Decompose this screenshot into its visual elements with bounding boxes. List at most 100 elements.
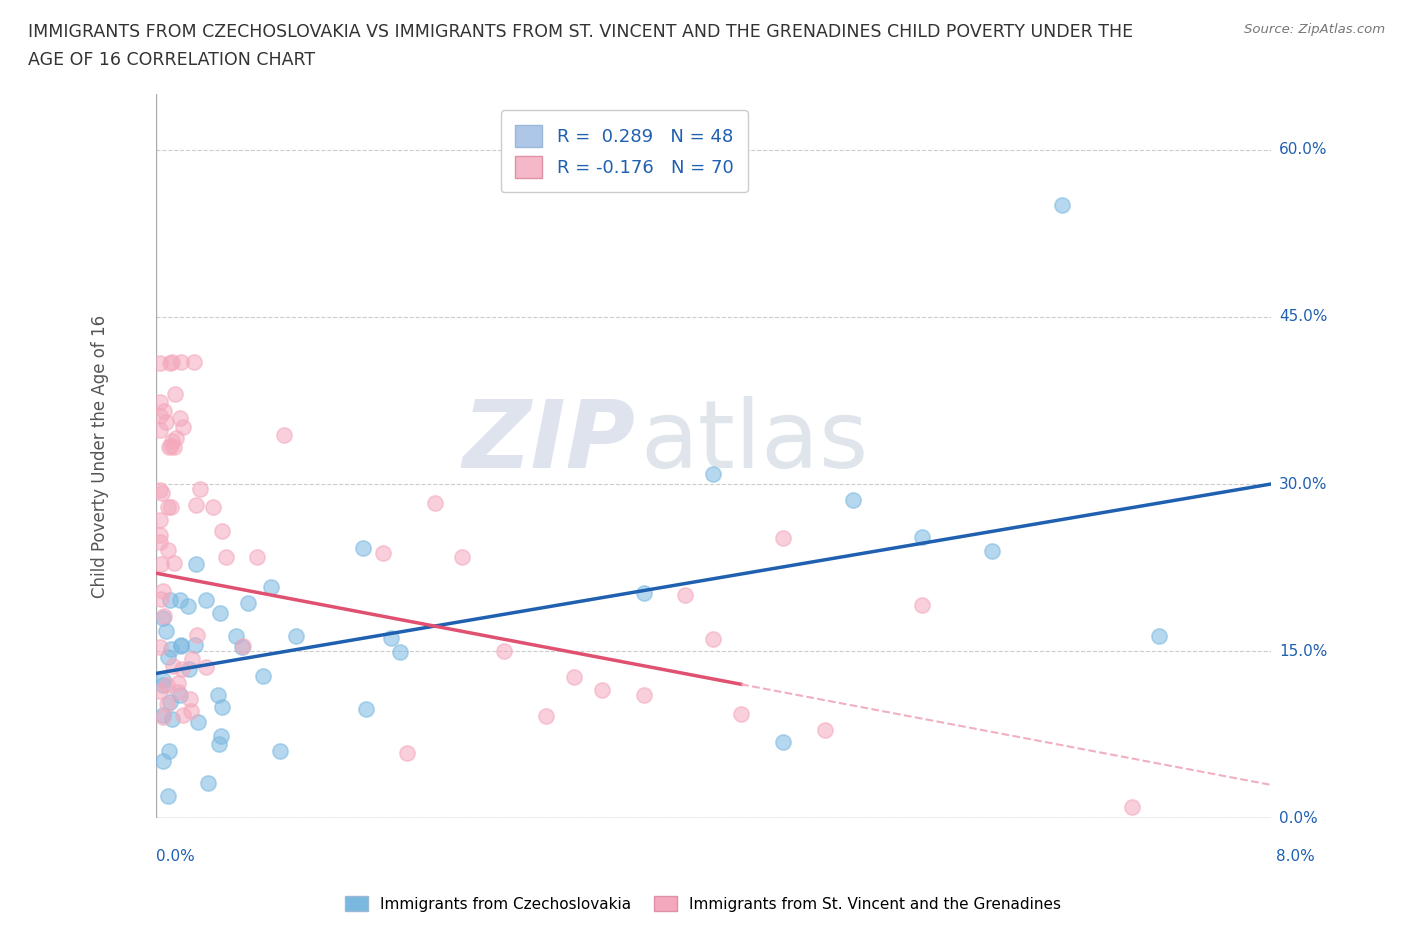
Point bbox=[163, 440, 186, 455]
Point bbox=[236, 595, 259, 610]
Point bbox=[170, 638, 193, 653]
Point bbox=[494, 644, 516, 658]
Point bbox=[380, 631, 402, 645]
Point bbox=[772, 735, 794, 750]
Point bbox=[169, 410, 191, 425]
Point bbox=[208, 605, 231, 620]
Point bbox=[159, 356, 181, 371]
Point bbox=[152, 583, 174, 598]
Point bbox=[149, 535, 172, 550]
Text: 45.0%: 45.0% bbox=[1279, 310, 1327, 325]
Point bbox=[633, 586, 655, 601]
Point bbox=[814, 723, 837, 737]
Point bbox=[186, 628, 208, 643]
Point bbox=[149, 423, 172, 438]
Point bbox=[152, 710, 174, 724]
Point bbox=[160, 438, 183, 453]
Point bbox=[160, 355, 183, 370]
Point bbox=[157, 543, 180, 558]
Point bbox=[163, 387, 186, 402]
Point bbox=[231, 640, 253, 655]
Point bbox=[152, 677, 174, 692]
Point bbox=[184, 498, 207, 512]
Point bbox=[149, 355, 172, 370]
Point bbox=[246, 550, 269, 565]
Point bbox=[149, 527, 172, 542]
Text: 8.0%: 8.0% bbox=[1277, 849, 1315, 864]
Point bbox=[160, 433, 183, 448]
Point bbox=[252, 669, 274, 684]
Point bbox=[156, 789, 179, 804]
Point bbox=[207, 687, 229, 702]
Point bbox=[149, 557, 172, 572]
Point bbox=[260, 579, 283, 594]
Point bbox=[225, 628, 247, 643]
Point bbox=[911, 598, 934, 613]
Text: Source: ZipAtlas.com: Source: ZipAtlas.com bbox=[1244, 23, 1385, 36]
Point bbox=[172, 661, 194, 676]
Legend: Immigrants from Czechoslovakia, Immigrants from St. Vincent and the Grenadines: Immigrants from Czechoslovakia, Immigran… bbox=[339, 889, 1067, 918]
Point bbox=[167, 676, 190, 691]
Point bbox=[1149, 629, 1171, 644]
Point bbox=[166, 684, 188, 699]
Point bbox=[633, 687, 655, 702]
Point bbox=[186, 556, 208, 571]
Point bbox=[395, 745, 418, 760]
Text: atlas: atlas bbox=[641, 395, 869, 487]
Point bbox=[155, 623, 177, 638]
Point bbox=[702, 631, 724, 646]
Point bbox=[169, 354, 191, 369]
Point bbox=[772, 530, 794, 545]
Point bbox=[149, 684, 172, 698]
Point bbox=[423, 496, 446, 511]
Point bbox=[1050, 198, 1073, 213]
Point bbox=[197, 775, 219, 790]
Point bbox=[702, 467, 724, 482]
Text: 30.0%: 30.0% bbox=[1279, 476, 1327, 492]
Point bbox=[149, 394, 172, 409]
Point bbox=[163, 555, 186, 570]
Point bbox=[451, 550, 474, 565]
Point bbox=[269, 744, 291, 759]
Point bbox=[180, 652, 202, 667]
Point bbox=[591, 683, 613, 698]
Point bbox=[285, 629, 308, 644]
Text: Child Poverty Under the Age of 16: Child Poverty Under the Age of 16 bbox=[91, 314, 110, 598]
Point bbox=[152, 610, 174, 625]
Point bbox=[187, 715, 209, 730]
Point bbox=[155, 414, 177, 429]
Point bbox=[153, 608, 176, 623]
Point bbox=[152, 708, 174, 723]
Point bbox=[150, 485, 173, 500]
Point bbox=[149, 512, 172, 527]
Point bbox=[170, 639, 193, 654]
Point bbox=[152, 672, 174, 687]
Point bbox=[183, 354, 205, 369]
Point bbox=[150, 591, 173, 606]
Point bbox=[159, 695, 181, 710]
Point bbox=[169, 687, 191, 702]
Text: ZIP: ZIP bbox=[463, 395, 636, 487]
Point bbox=[152, 753, 174, 768]
Point bbox=[155, 697, 177, 711]
Point bbox=[177, 661, 200, 676]
Legend: R =  0.289   N = 48, R = -0.176   N = 70: R = 0.289 N = 48, R = -0.176 N = 70 bbox=[501, 111, 748, 193]
Point bbox=[534, 709, 557, 724]
Point bbox=[188, 482, 211, 497]
Point bbox=[162, 658, 184, 673]
Text: 0.0%: 0.0% bbox=[1279, 811, 1317, 826]
Point bbox=[842, 493, 865, 508]
Point bbox=[211, 700, 233, 715]
Point bbox=[352, 540, 374, 555]
Point bbox=[202, 499, 225, 514]
Point bbox=[169, 593, 191, 608]
Point bbox=[157, 499, 180, 514]
Point bbox=[675, 587, 697, 602]
Point bbox=[562, 670, 585, 684]
Point bbox=[172, 708, 194, 723]
Point bbox=[388, 644, 411, 659]
Point bbox=[195, 592, 218, 607]
Point bbox=[180, 704, 202, 719]
Point bbox=[149, 639, 172, 654]
Point bbox=[981, 544, 1004, 559]
